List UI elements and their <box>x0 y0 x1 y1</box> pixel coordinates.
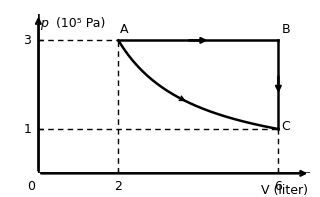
Text: C: C <box>282 120 290 133</box>
Text: B: B <box>282 23 290 36</box>
Text: (10⁵ Pa): (10⁵ Pa) <box>52 17 106 30</box>
Text: 6: 6 <box>275 180 282 193</box>
Text: 2: 2 <box>115 180 122 193</box>
Text: V (liter): V (liter) <box>261 184 308 197</box>
Text: p: p <box>40 17 48 30</box>
Text: 0: 0 <box>27 180 35 193</box>
Text: A: A <box>120 23 129 36</box>
Text: 3: 3 <box>23 34 31 47</box>
Text: 1: 1 <box>23 123 31 136</box>
